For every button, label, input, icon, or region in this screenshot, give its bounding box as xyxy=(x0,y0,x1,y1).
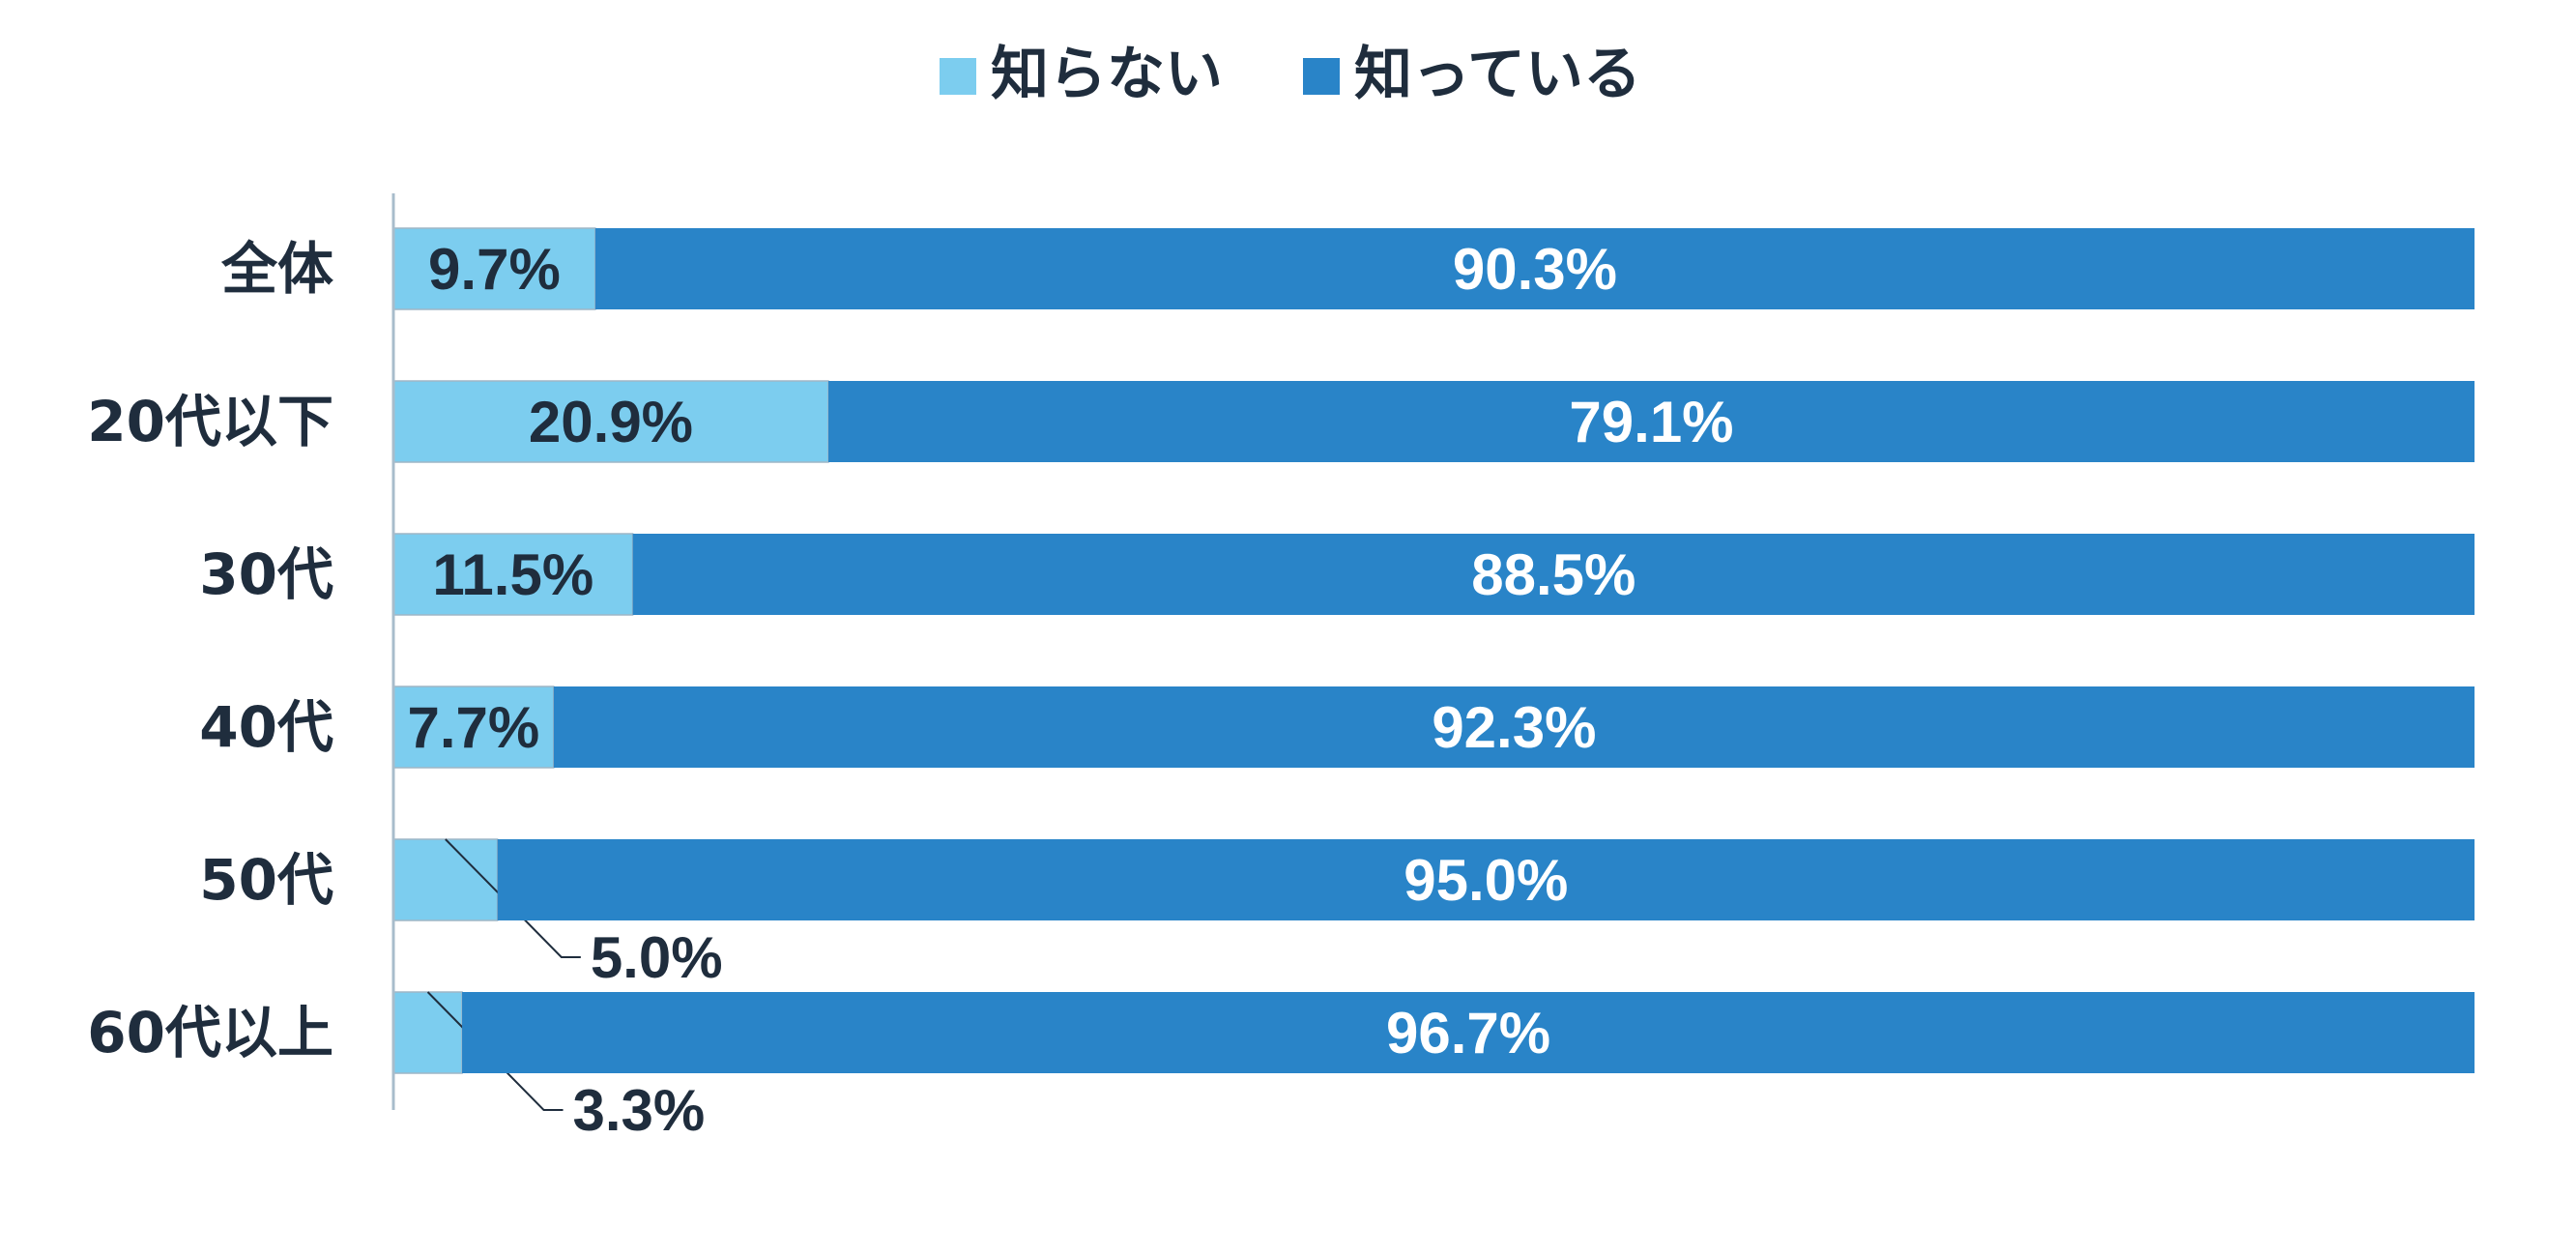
bar-segment-unaware xyxy=(392,991,463,1074)
bar-segment-unaware xyxy=(392,686,555,769)
data-label-aware: 88.5% xyxy=(1471,542,1635,607)
bar-segment-aware xyxy=(497,839,2475,920)
bar-segment-unaware xyxy=(392,380,829,463)
legend-label-2: 知っている xyxy=(1354,41,1641,108)
data-label-aware: 96.7% xyxy=(1386,1001,1550,1065)
category-label: 60代以上 xyxy=(87,1000,333,1065)
data-label-aware: 79.1% xyxy=(1569,390,1733,454)
data-label-unaware: 20.9% xyxy=(529,390,693,454)
data-label-unaware: 5.0% xyxy=(591,925,723,990)
legend-label-1: 知らない xyxy=(991,41,1223,108)
bar-segment-unaware xyxy=(392,227,596,310)
category-label: 40代 xyxy=(199,694,333,760)
bar-segment-aware xyxy=(632,534,2475,615)
data-label-unaware: 9.7% xyxy=(428,237,561,302)
bar-segment-aware xyxy=(553,686,2475,768)
category-labels: 全体 20代以下 30代 40代 50代 60代以上 xyxy=(87,236,333,1065)
bars: 9.7% 90.3% 20.9% 79.1% 11.5% 88.5% 7.7% 92.3% 5.… xyxy=(392,227,2475,1143)
bar-segment-unaware xyxy=(392,838,499,921)
legend: 知らない 知っている xyxy=(940,41,1641,108)
data-label-aware: 90.3% xyxy=(1453,237,1617,302)
category-label: 20代以下 xyxy=(87,389,333,454)
category-label: 全体 xyxy=(220,236,333,302)
legend-swatch-2 xyxy=(1303,58,1340,95)
data-label-unaware: 7.7% xyxy=(408,695,540,760)
category-label: 50代 xyxy=(199,847,333,913)
category-label: 30代 xyxy=(199,541,333,607)
data-label-unaware: 11.5% xyxy=(432,542,593,607)
bar-segment-aware xyxy=(827,381,2475,462)
data-label-aware: 95.0% xyxy=(1404,848,1568,913)
legend-swatch-1 xyxy=(940,58,976,95)
data-label-unaware: 3.3% xyxy=(573,1078,706,1143)
bar-segment-aware xyxy=(594,228,2475,309)
leader-line xyxy=(445,838,581,958)
data-label-aware: 92.3% xyxy=(1432,695,1596,760)
bar-segment-aware xyxy=(462,992,2475,1073)
